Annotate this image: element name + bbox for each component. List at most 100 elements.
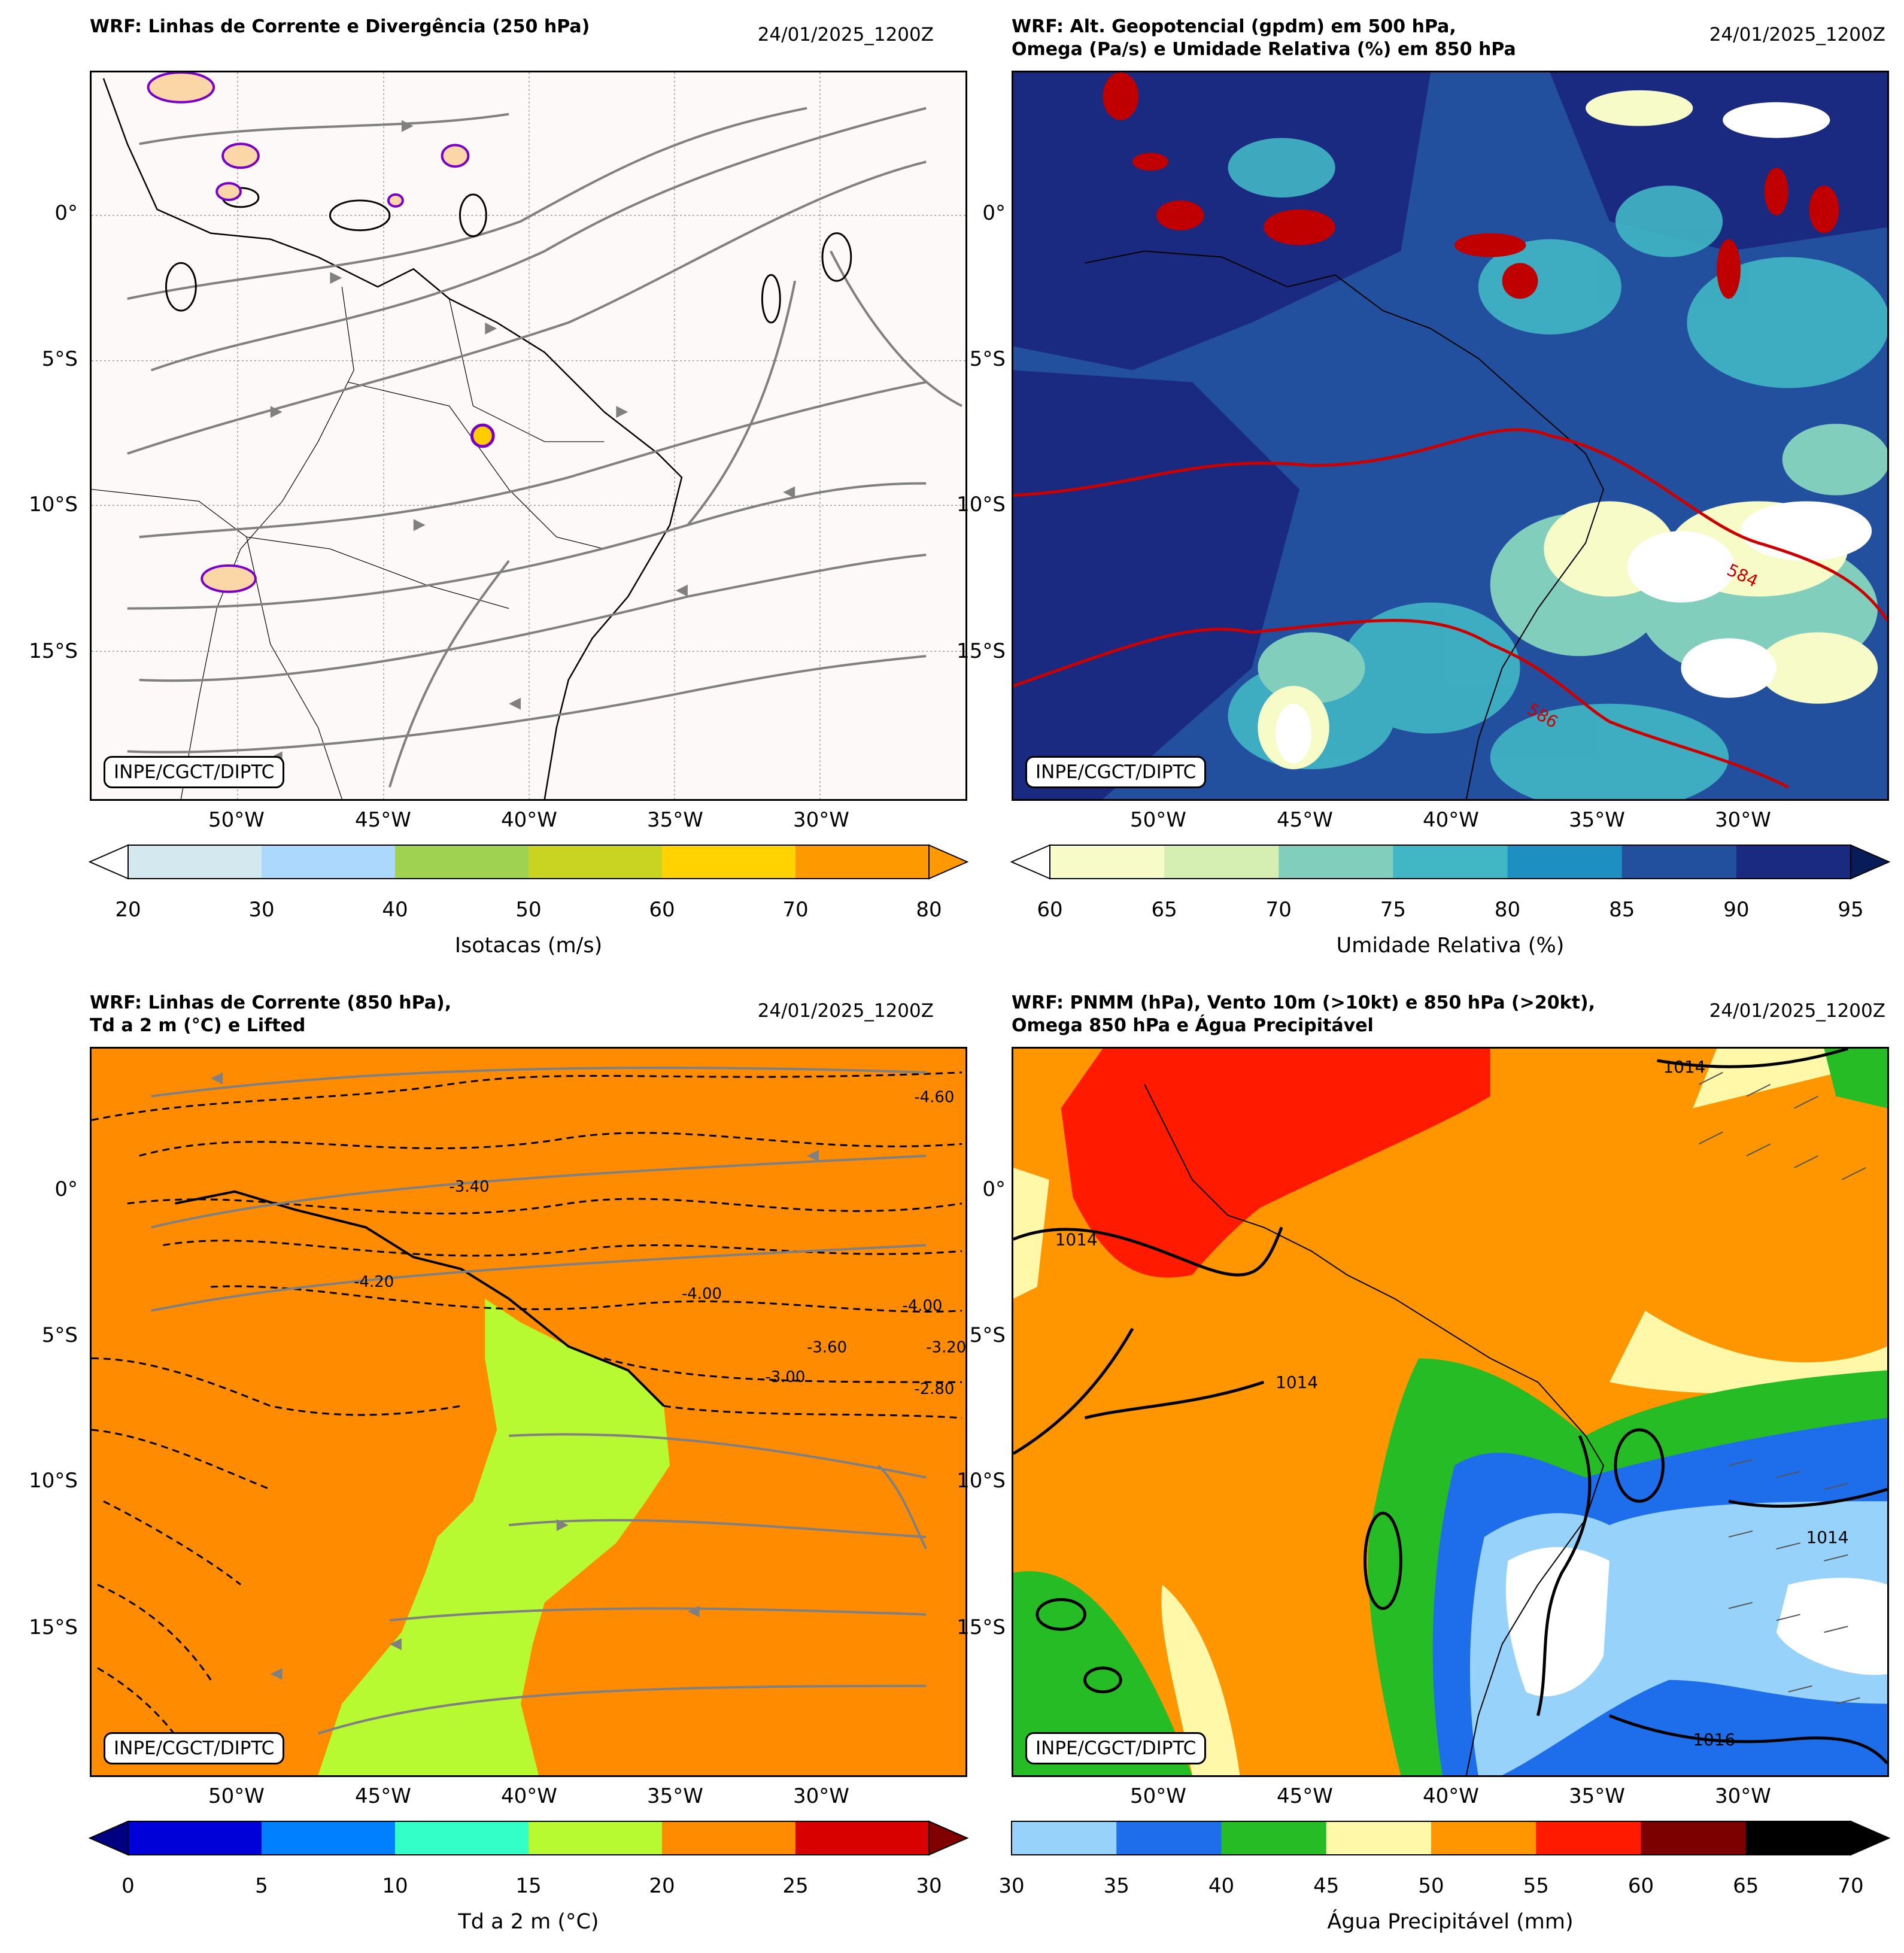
lat-label: 0° (982, 201, 1006, 225)
panel-streamlines-850hpa: WRF: Linhas de Corrente (850 hPa), Td a … (0, 976, 969, 1952)
lat-label: 15°S (956, 1615, 1006, 1639)
colorbar-svg (88, 844, 969, 880)
panel-title: WRF: Alt. Geopotencial (gpdm) em 500 hPa… (1012, 16, 1516, 60)
lon-label: 35°W (647, 808, 703, 832)
colorbar-tick: 0 (122, 1874, 135, 1898)
colorbar-tick: 65 (1733, 1874, 1759, 1898)
lon-label: 45°W (1277, 808, 1333, 832)
colorbar-tick: 40 (1208, 1874, 1235, 1898)
colorbar-bin (1536, 1821, 1641, 1855)
panel-date: 24/01/2025_1200Z (1709, 24, 1885, 45)
lat-label: 0° (982, 1177, 1006, 1201)
colorbar-bin (1736, 845, 1851, 879)
map-svg: 1014 1014 1014 1016 1014 (1013, 1049, 1887, 1775)
lon-label: 40°W (501, 1784, 557, 1808)
colorbar-tick: 90 (1723, 898, 1750, 922)
lon-label: 50°W (208, 808, 265, 832)
panel-title: WRF: PNMM (hPa), Vento 10m (>10kt) e 850… (1012, 992, 1596, 1036)
panel-date: 24/01/2025_1200Z (1709, 1000, 1885, 1022)
colorbar (1010, 844, 1891, 880)
colorbar-bin (262, 1821, 396, 1855)
lat-label: 15°S (29, 639, 78, 663)
colorbar-tick: 20 (649, 1874, 675, 1898)
colorbar-tick: 70 (1265, 898, 1292, 922)
colorbar-bin (1221, 1821, 1327, 1855)
lon-label: 45°W (355, 808, 411, 832)
contour-label: -3.40 (450, 1178, 490, 1196)
lon-label: 35°W (1569, 1784, 1625, 1808)
lon-label: 45°W (1277, 1784, 1333, 1808)
colorbar-bin (1279, 845, 1393, 879)
lon-label: 45°W (355, 1784, 411, 1808)
colorbar-tick: 80 (1494, 898, 1521, 922)
colorbar-bin (395, 845, 529, 879)
map-area: 584 586 INPE/CGCT/DIPTC (1012, 71, 1889, 801)
contour-label: -3.60 (807, 1339, 847, 1357)
map-area: -4.60 -3.40 -4.20 -4.00 -3.00 -3.60 -4.0… (90, 1047, 967, 1777)
credit-badge: INPE/CGCT/DIPTC (1025, 1732, 1207, 1764)
pressure-contours (1013, 1049, 1887, 1764)
colorbar-bin (1164, 845, 1279, 879)
panel-geopotential-500hpa: WRF: Alt. Geopotencial (gpdm) em 500 hPa… (952, 0, 1903, 976)
colorbar-tick: 20 (115, 898, 141, 922)
contour-label: 1016 (1693, 1730, 1735, 1750)
colorbar-tick: 15 (515, 1874, 542, 1898)
colorbar-bin (262, 845, 396, 879)
colorbar-label: Td a 2 m (°C) (458, 1910, 599, 1934)
streamlines (127, 107, 962, 788)
lat-label: 15°S (956, 639, 1006, 663)
colorbar-extend-low (1010, 844, 1050, 880)
lat-label: 5°S (969, 1323, 1006, 1347)
map-area: INPE/CGCT/DIPTC (90, 71, 967, 801)
contour-label: 1014 (1663, 1057, 1706, 1077)
colorbar-tick: 70 (782, 898, 809, 922)
lon-label: 40°W (501, 808, 557, 832)
colorbar-tick: 60 (1627, 1874, 1654, 1898)
contour-label: -4.60 (914, 1089, 954, 1107)
panel-pnmm-precipitable-water: WRF: PNMM (hPa), Vento 10m (>10kt) e 850… (952, 976, 1903, 1952)
colorbar-bin (1431, 1821, 1536, 1855)
contour-label: -3.00 (765, 1368, 805, 1386)
contour-label: 1014 (1276, 1372, 1318, 1392)
lon-label: 35°W (647, 1784, 703, 1808)
colorbar-svg (1011, 1820, 1891, 1856)
colorbar-bin (529, 1821, 663, 1855)
colorbar-tick: 30 (248, 898, 275, 922)
lat-label: 5°S (41, 1323, 78, 1347)
colorbar-tick: 50 (1418, 1874, 1444, 1898)
lat-label: 10°S (956, 1469, 1006, 1493)
colorbar-tick: 60 (1037, 898, 1063, 922)
colorbar-bin (395, 1821, 529, 1855)
lat-label: 0° (54, 201, 78, 225)
colorbar-bin (1050, 845, 1165, 879)
colorbar-tick: 60 (649, 898, 675, 922)
colorbar-tick: 5 (255, 1874, 268, 1898)
map-svg (92, 72, 965, 799)
colorbar-bin (128, 1821, 262, 1855)
colorbar-tick: 95 (1838, 898, 1864, 922)
colorbar-svg (1010, 844, 1891, 880)
panel-title: WRF: Linhas de Corrente (850 hPa), Td a … (90, 992, 452, 1036)
colorbar-bin (529, 845, 663, 879)
credit-badge: INPE/CGCT/DIPTC (104, 1732, 285, 1764)
colorbar (88, 844, 969, 880)
colorbar-label: Água Precipitável (mm) (1327, 1910, 1574, 1934)
lat-label: 10°S (29, 1469, 78, 1493)
colorbar-extend-high (1850, 844, 1891, 880)
lat-label: 0° (54, 1177, 78, 1201)
lon-label: 30°W (1715, 1784, 1771, 1808)
colorbar-tick: 70 (1838, 1874, 1864, 1898)
lat-label: 10°S (956, 493, 1006, 517)
map-svg: -4.60 -3.40 -4.20 -4.00 -3.00 -3.60 -4.0… (92, 1049, 965, 1775)
colorbar-tick: 40 (382, 898, 408, 922)
colorbar-tick: 85 (1609, 898, 1635, 922)
lat-label: 5°S (41, 347, 78, 371)
lon-label: 50°W (208, 1784, 265, 1808)
panel-date: 24/01/2025_1200Z (757, 24, 934, 45)
colorbar-tick: 30 (998, 1874, 1025, 1898)
colorbar-extend-high (1850, 1820, 1891, 1856)
credit-badge: INPE/CGCT/DIPTC (104, 756, 285, 788)
colorbar-bin (662, 1821, 796, 1855)
colorbar-bin (1393, 845, 1508, 879)
colorbar-bin (1507, 845, 1623, 879)
